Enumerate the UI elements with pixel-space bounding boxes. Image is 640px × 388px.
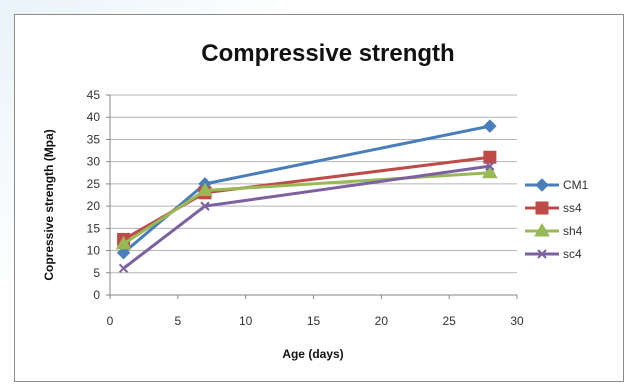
x-tick-label: 15 [307,314,321,328]
y-tick-label: 45 [87,88,101,102]
data-point-sc4 [118,263,129,274]
legend-marker-ss4 [535,201,549,215]
data-point-cm1 [483,119,497,133]
x-tick-label: 10 [239,314,253,328]
data-point-cm1 [116,246,131,260]
y-tick-label: 30 [87,155,101,169]
x-axis-title: Age (days) [282,347,343,361]
y-axis-title: Copressive strength (Mpa) [42,129,56,280]
chart-title: Compressive strength [201,40,454,67]
chart-area: Compressive strength 0 5 10 15 20 25 30 35 40 45 0… [14,14,624,382]
y-tick-label: 20 [87,199,101,213]
data-point-sh4 [115,235,132,250]
data-point-sh4 [481,164,498,179]
legend-label-cm1: CM1 [563,178,589,192]
x-tick-label: 20 [375,314,389,328]
y-tick-label: 25 [87,177,101,191]
legend-label-sh4: sh4 [563,224,583,238]
x-tick-label: 5 [174,314,181,328]
chart-svg: Compressive strength 0510152025303540450… [42,40,589,361]
y-tick-label: 35 [87,132,101,146]
legend: CM1 ss4 sh4 sc4 [525,178,589,261]
y-tick-label: 40 [87,110,101,124]
legend-marker-sh4 [534,223,550,237]
series-line-cm1 [122,124,491,254]
x-tick-label: 30 [510,314,524,328]
x-tick-label: 25 [442,314,456,328]
y-tick-label: 10 [87,244,101,258]
data-point-sc4 [200,201,210,211]
data-point-sh4 [197,182,213,197]
legend-marker-cm1 [535,178,549,192]
legend-label-sc4: sc4 [563,247,582,261]
y-tick-label: 0 [93,288,100,302]
legend-label-ss4: ss4 [563,201,582,215]
plot-area: 0 5 10 15 20 25 30 35 40 45 0 5 10 15 20 25 30 [87,88,524,328]
y-tick-label: 15 [87,221,101,235]
x-tick-label: 0 [107,314,114,328]
legend-marker-sc4 [537,249,547,259]
y-tick-label: 5 [93,266,100,280]
data-point-sc4 [485,161,495,171]
data-point-ss4 [483,150,497,164]
